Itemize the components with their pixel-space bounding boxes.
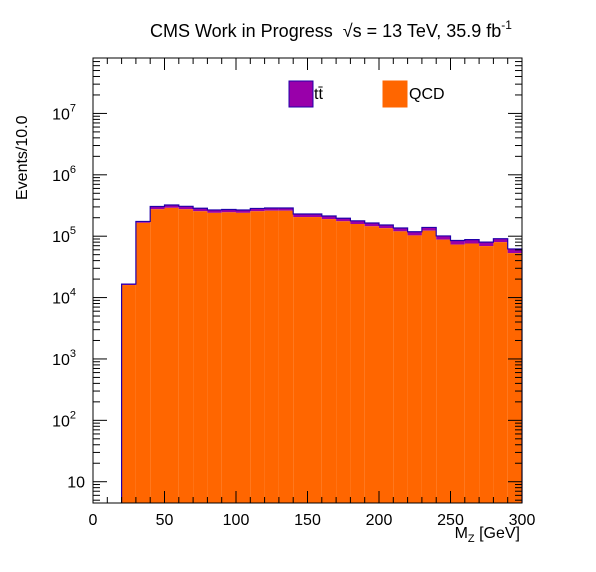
legend-label-qcd: QCD: [409, 86, 445, 103]
bar-qcd: [321, 219, 337, 503]
y-axis-label: Events/10.0: [14, 115, 31, 201]
stack-outline: [121, 204, 523, 503]
bar-ttbar: [464, 239, 480, 244]
bar-ttbar: [336, 218, 351, 222]
bar-qcd: [436, 239, 451, 503]
bar-qcd: [307, 217, 322, 503]
bar-qcd: [207, 212, 222, 504]
y-tick-label: 107: [52, 102, 76, 123]
bar-qcd: [135, 222, 151, 503]
bar-ttbar: [178, 206, 194, 210]
bar-ttbar: [436, 235, 451, 240]
bar-qcd: [479, 246, 494, 503]
x-tick-label: 300: [509, 512, 536, 529]
histogram-bars: [121, 204, 523, 504]
x-axis: 0 50 100 150 200 250 300: [89, 58, 536, 529]
bar-ttbar: [350, 220, 365, 224]
bar-qcd: [150, 209, 165, 504]
bar-qcd: [293, 217, 308, 503]
bar-qcd: [407, 235, 422, 503]
x-axis-label: MZ [GeV]: [455, 525, 520, 545]
plot-title: CMS Work in Progress √s = 13 TeV, 35.9 f…: [150, 18, 512, 41]
y-tick-label: 102: [52, 409, 76, 430]
y-tick-label: 104: [52, 287, 76, 308]
y-tick-label: 10: [67, 475, 85, 492]
bar-qcd: [193, 211, 208, 504]
bar-ttbar: [379, 225, 394, 229]
bar-ttbar: [207, 209, 222, 213]
bar-ttbar: [278, 207, 294, 211]
bar-qcd: [236, 212, 251, 504]
x-tick-label: 200: [366, 512, 393, 529]
bar-ttbar: [150, 206, 165, 210]
bar-ttbar: [193, 208, 208, 212]
legend-label-ttbar: tt̄: [314, 86, 323, 103]
bar-qcd: [178, 209, 194, 504]
bar-ttbar: [364, 223, 379, 227]
legend-swatch-ttbar: [288, 80, 314, 108]
bar-ttbar: [264, 207, 279, 211]
bar-ttbar: [421, 227, 437, 231]
x-tick-label: 250: [437, 512, 464, 529]
bar-qcd: [221, 212, 236, 503]
bar-qcd: [393, 231, 408, 503]
bar-qcd: [421, 230, 437, 504]
bar-ttbar: [450, 240, 465, 245]
bar-qcd: [264, 210, 279, 503]
bar-ttbar: [307, 213, 322, 218]
bar-ttbar: [221, 209, 236, 213]
bar-ttbar: [321, 216, 337, 220]
bar-qcd: [507, 253, 522, 503]
bar-qcd: [379, 228, 394, 503]
bar-ttbar: [407, 231, 422, 236]
bar-qcd: [350, 223, 365, 504]
bar-qcd: [164, 207, 179, 503]
y-tick-label: 106: [52, 164, 76, 185]
y-tick-label: 105: [52, 225, 76, 246]
bar-qcd: [493, 242, 508, 503]
bar-ttbar: [135, 221, 151, 223]
bar-ttbar: [479, 242, 494, 247]
bar-qcd: [336, 221, 351, 504]
bar-ttbar: [164, 205, 179, 208]
x-tick-label: 100: [223, 512, 250, 529]
bar-qcd: [250, 211, 265, 504]
x-tick-label: 50: [156, 512, 174, 529]
bar-ttbar: [393, 227, 408, 232]
y-axis: 10 102 103 104 105 106 107: [52, 57, 522, 501]
bar-qcd: [121, 285, 136, 503]
y-tick-label: 103: [52, 348, 76, 369]
bar-ttbar: [250, 208, 265, 212]
x-tick-label: 150: [294, 512, 321, 529]
bar-qcd: [464, 243, 480, 504]
bar-ttbar: [293, 213, 308, 218]
bar-ttbar: [493, 238, 508, 243]
x-tick-label: 0: [89, 512, 98, 529]
bar-qcd: [364, 226, 379, 503]
legend-swatch-qcd: [382, 80, 408, 108]
bar-qcd: [450, 244, 465, 503]
bar-ttbar: [507, 248, 522, 254]
bar-qcd: [278, 210, 294, 503]
bar-ttbar: [236, 210, 251, 213]
x-axis-label-text: MZ [GeV]: [454, 525, 520, 546]
